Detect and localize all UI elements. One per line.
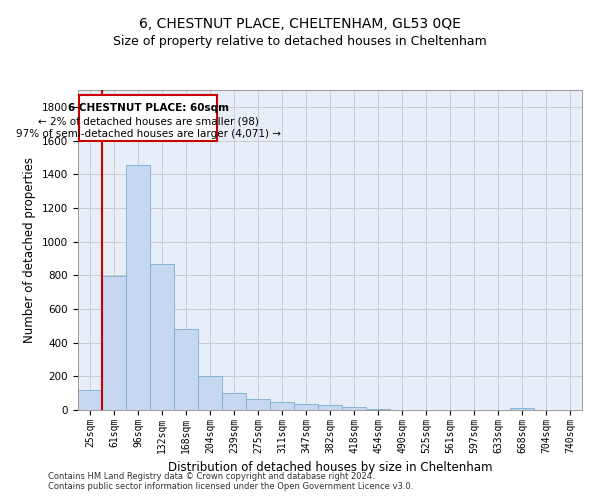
Y-axis label: Number of detached properties: Number of detached properties <box>23 157 37 343</box>
Bar <box>126 165 150 410</box>
Bar <box>150 264 174 410</box>
Bar <box>294 404 318 410</box>
Text: 97% of semi-detached houses are larger (4,071) →: 97% of semi-detached houses are larger (… <box>16 128 281 138</box>
Bar <box>246 399 270 410</box>
Bar <box>342 407 366 410</box>
X-axis label: Distribution of detached houses by size in Cheltenham: Distribution of detached houses by size … <box>168 461 492 474</box>
Bar <box>510 408 534 410</box>
Bar <box>198 376 222 410</box>
Text: Contains public sector information licensed under the Open Government Licence v3: Contains public sector information licen… <box>48 482 413 491</box>
Text: Contains HM Land Registry data © Crown copyright and database right 2024.: Contains HM Land Registry data © Crown c… <box>48 472 374 481</box>
Text: Size of property relative to detached houses in Cheltenham: Size of property relative to detached ho… <box>113 35 487 48</box>
Text: 6, CHESTNUT PLACE, CHELTENHAM, GL53 0QE: 6, CHESTNUT PLACE, CHELTENHAM, GL53 0QE <box>139 18 461 32</box>
Bar <box>366 409 390 410</box>
Bar <box>270 402 294 410</box>
Text: ← 2% of detached houses are smaller (98): ← 2% of detached houses are smaller (98) <box>38 116 259 126</box>
Bar <box>78 390 102 410</box>
Bar <box>318 405 342 410</box>
Bar <box>222 393 246 410</box>
Text: 6 CHESTNUT PLACE: 60sqm: 6 CHESTNUT PLACE: 60sqm <box>68 102 229 113</box>
Bar <box>102 276 126 410</box>
FancyBboxPatch shape <box>79 95 217 142</box>
Bar <box>174 329 198 410</box>
